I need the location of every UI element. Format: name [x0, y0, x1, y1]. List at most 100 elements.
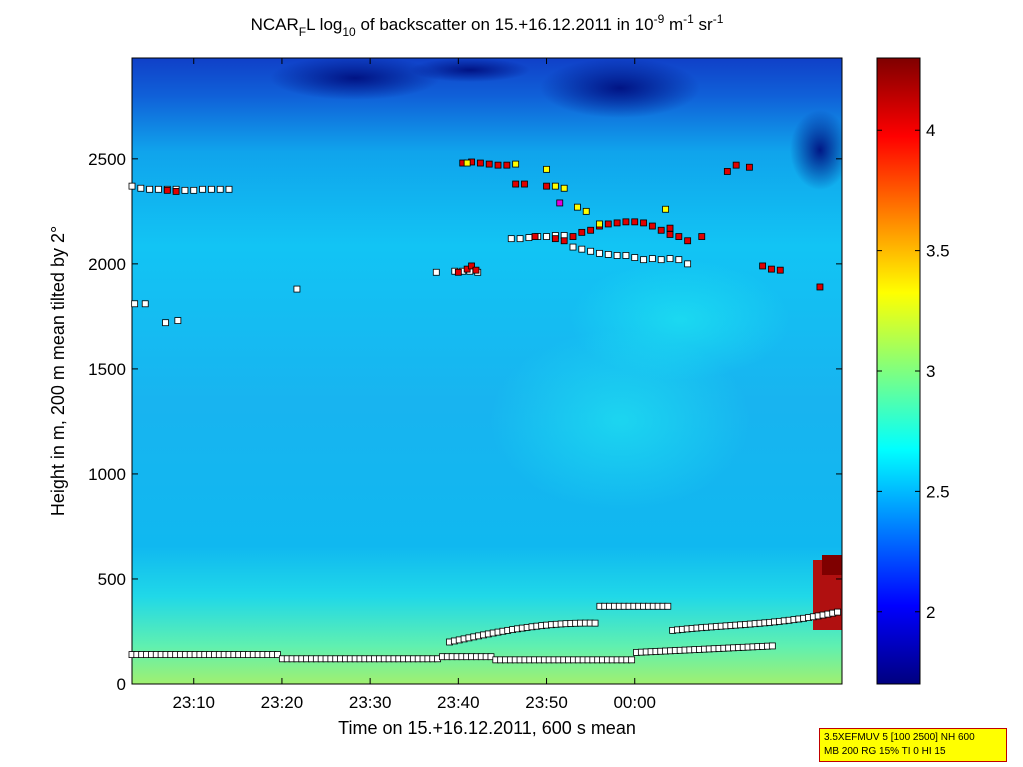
- layer-marker-white: [622, 252, 630, 259]
- layer-marker-red: [759, 262, 767, 270]
- layer-marker-white: [631, 254, 639, 261]
- layer-marker-white: [141, 300, 149, 308]
- layer-marker-red: [657, 226, 665, 234]
- layer-marker-red: [494, 161, 502, 169]
- layer-marker-red: [531, 233, 539, 240]
- x-axis: 23:10 23:20 23:30 23:40 23:50 00:00: [172, 58, 656, 712]
- layer-marker-white: [225, 185, 233, 193]
- layer-marker-red: [622, 218, 630, 226]
- layer-marker-white: [162, 319, 169, 327]
- layer-marker-white: [543, 233, 550, 240]
- layer-marker-red: [569, 233, 577, 240]
- colorbar-tick-label: 3: [926, 362, 935, 381]
- info-line-1: 3.5XEFMUV 5 [100 2500] NH 600: [824, 732, 975, 743]
- layer-marker-white: [604, 251, 612, 258]
- layer-marker-white: [578, 245, 586, 253]
- ground-layer-marker: [274, 651, 281, 658]
- colorbar-tick-label: 2: [926, 603, 935, 622]
- ground-layer-marker: [628, 656, 636, 664]
- layer-marker-yellow: [582, 207, 590, 215]
- layer-marker-white: [207, 185, 215, 193]
- info-line-2: MB 200 RG 15% TI 0 HI 15: [824, 746, 946, 757]
- ground-layer-marker: [768, 642, 776, 650]
- x-tick-label: 23:30: [349, 693, 392, 712]
- x-tick-label: 23:20: [261, 693, 304, 712]
- layer-marker-white: [128, 182, 136, 190]
- layer-marker-yellow: [560, 184, 568, 192]
- x-tick-label: 00:00: [613, 693, 656, 712]
- layer-marker-red: [543, 182, 550, 190]
- layer-marker-red: [723, 168, 731, 175]
- colorbar-tick-label: 4: [926, 121, 935, 140]
- layer-marker-white: [640, 256, 647, 264]
- layer-marker-red: [485, 160, 493, 168]
- layer-marker-red: [512, 180, 520, 188]
- layer-marker-red: [503, 161, 511, 169]
- layer-marker-white: [137, 184, 145, 192]
- layer-marker-white: [181, 186, 189, 194]
- y-tick-label: 2500: [88, 150, 126, 169]
- layer-marker-white: [516, 235, 524, 243]
- colorbar-ticks: 2 2.5 3 3.5 4: [877, 121, 950, 622]
- layer-marker-red: [816, 283, 824, 291]
- colorbar-tick-label: 3.5: [926, 242, 950, 261]
- layer-marker-white: [648, 255, 656, 263]
- layer-marker-red: [551, 235, 559, 243]
- x-tick-label: 23:10: [172, 693, 215, 712]
- layer-marker-white: [432, 268, 440, 276]
- layer-marker-yellow: [543, 165, 550, 173]
- boundary-layer-marker: [591, 619, 599, 627]
- heatmap-field: [132, 58, 842, 684]
- y-tick-label: 1000: [88, 465, 126, 484]
- layer-marker-white: [199, 185, 206, 193]
- layer-marker-white: [525, 234, 533, 242]
- layer-marker-red: [468, 262, 475, 270]
- x-tick-label: 23:40: [437, 693, 480, 712]
- layer-marker-yellow: [662, 205, 670, 213]
- layer-marker-magenta: [556, 199, 564, 207]
- colorbar: [876, 57, 921, 685]
- layer-markers: [128, 158, 841, 664]
- layer-marker-red: [640, 219, 647, 227]
- layer-marker-red: [604, 220, 612, 228]
- boundary-layer-marker: [664, 602, 672, 610]
- y-axis-label: Height in m, 200 m mean tilted by 2°: [48, 226, 68, 516]
- layer-marker-red: [521, 180, 528, 188]
- x-tick-label: 23:50: [525, 693, 568, 712]
- plot-frame: [131, 57, 843, 685]
- layer-marker-yellow: [512, 160, 520, 168]
- layer-marker-white: [131, 300, 139, 308]
- layer-marker-white: [507, 235, 515, 243]
- layer-marker-white: [155, 185, 162, 193]
- layer-marker-red: [745, 163, 753, 171]
- layer-marker-red: [587, 226, 595, 234]
- layer-marker-red: [472, 266, 480, 274]
- layer-marker-white: [675, 256, 683, 264]
- layer-marker-red: [684, 237, 692, 245]
- y-tick-label: 500: [98, 570, 126, 589]
- layer-marker-white: [190, 186, 198, 194]
- y-tick-label: 1500: [88, 360, 126, 379]
- layer-marker-white: [657, 256, 665, 264]
- boundary-layer-marker: [834, 608, 841, 616]
- layer-marker-yellow: [551, 182, 559, 190]
- layer-marker-white: [569, 243, 577, 251]
- layer-marker-white: [216, 185, 224, 193]
- layer-marker-red: [768, 265, 775, 273]
- layer-marker-yellow: [574, 203, 581, 211]
- layer-marker-red: [648, 222, 656, 230]
- y-tick-label: 0: [117, 675, 126, 694]
- layer-marker-red: [163, 186, 171, 194]
- layer-marker-white: [174, 317, 182, 324]
- colorbar-tick-label: 2.5: [926, 482, 950, 501]
- layer-marker-white: [146, 185, 154, 193]
- layer-marker-white: [666, 255, 674, 263]
- layer-marker-red: [560, 237, 568, 245]
- layer-marker-yellow: [463, 159, 471, 167]
- layer-marker-white: [587, 247, 595, 255]
- layer-marker-white: [596, 249, 603, 257]
- layer-marker-red: [666, 224, 674, 232]
- layer-marker-red: [666, 231, 674, 238]
- layer-marker-red: [732, 161, 740, 169]
